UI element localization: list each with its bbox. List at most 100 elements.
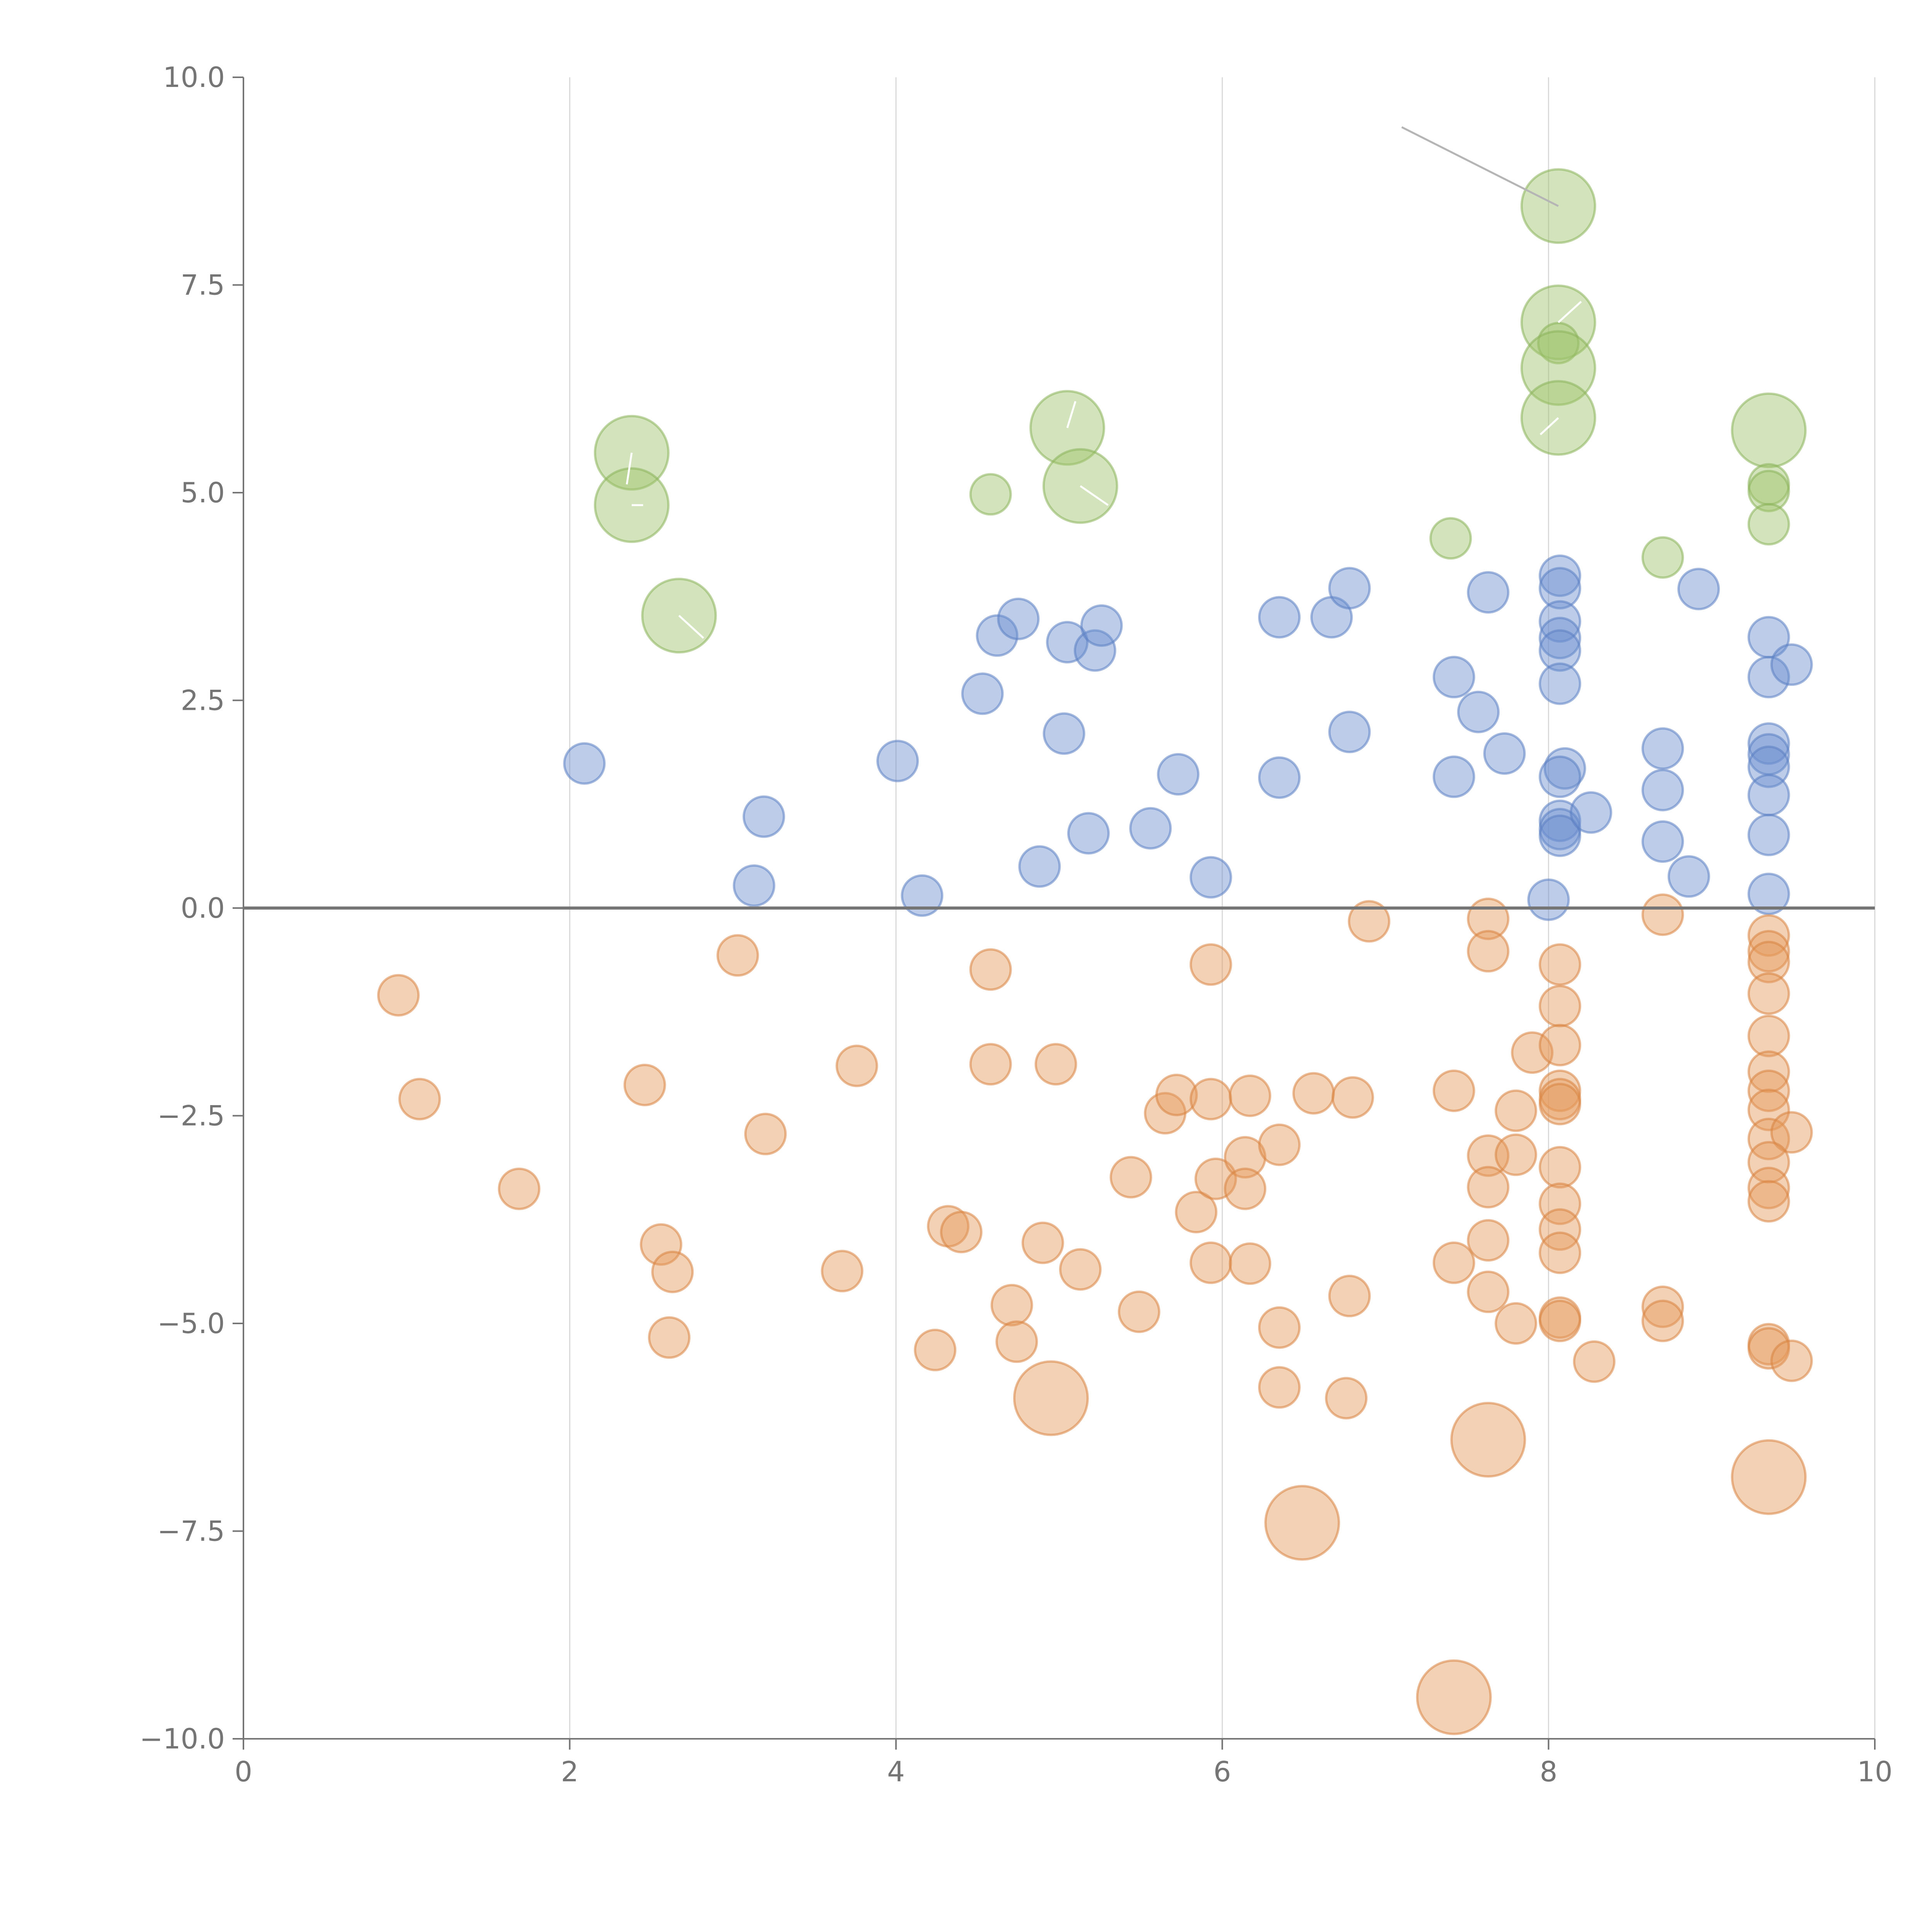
axes-layer xyxy=(233,77,1876,1750)
green-label-leader xyxy=(1080,485,1109,506)
orange-bubble xyxy=(1331,1076,1374,1119)
orange-bubble xyxy=(1747,972,1790,1015)
orange-bubble xyxy=(1539,985,1582,1027)
orange-bubble xyxy=(1539,1299,1582,1342)
blue-bubble xyxy=(1527,878,1570,921)
orange-bubble xyxy=(1747,940,1790,983)
green-bubble xyxy=(1747,469,1790,512)
orange-bubble xyxy=(1258,1306,1301,1349)
orange-bubble xyxy=(1189,1078,1232,1121)
orange-bubble xyxy=(835,1044,878,1087)
orange-bubble xyxy=(1467,930,1510,973)
orange-bubble xyxy=(1731,1439,1807,1515)
orange-bubble xyxy=(1467,1270,1510,1313)
orange-bubble xyxy=(1539,1083,1582,1126)
x-tick-label: 4 xyxy=(887,1755,905,1788)
y-tick-label: 0.0 xyxy=(180,892,225,924)
green-bubble xyxy=(1747,503,1790,546)
green-label-leader xyxy=(1066,401,1077,429)
blue-bubble xyxy=(1747,722,1790,765)
blue-bubble xyxy=(1467,571,1510,614)
green-label-leader xyxy=(1558,301,1582,323)
orange-bubble xyxy=(1539,1182,1582,1225)
orange-bubble xyxy=(1511,1031,1554,1074)
blue-bubble xyxy=(1157,753,1200,796)
orange-bubble xyxy=(744,1112,787,1155)
x-tick-label: 2 xyxy=(561,1755,578,1788)
orange-bubble xyxy=(1109,1156,1152,1199)
green-label-leader xyxy=(626,452,633,485)
blue-bubble xyxy=(1043,712,1085,755)
blue-bubble xyxy=(1073,629,1116,672)
orange-bubble xyxy=(1747,1088,1790,1131)
orange-bubble xyxy=(1641,1299,1684,1342)
orange-bubble xyxy=(1258,1366,1301,1409)
orange-bubble xyxy=(1348,900,1391,943)
orange-bubble xyxy=(990,1284,1033,1327)
orange-bubble xyxy=(1228,1074,1271,1117)
orange-bubble xyxy=(1539,943,1582,986)
orange-bubble xyxy=(639,1223,682,1266)
blue-bubble xyxy=(1457,690,1500,733)
blue-bubble xyxy=(1539,600,1582,643)
tick-label-layer: 10.0 7.5 5.0 2.5 0.0 −2.5 −5.0 −7.5 −10.0 0 2 4 6 8 10 xyxy=(139,61,1892,1788)
orange-bubble xyxy=(1189,943,1232,986)
blue-bubble xyxy=(1539,629,1582,672)
green-bubble xyxy=(969,473,1012,516)
orange-bubble xyxy=(1258,1123,1301,1166)
orange-bubble xyxy=(1155,1073,1198,1116)
green-bubble xyxy=(1429,517,1472,560)
blue-bubble xyxy=(1258,756,1301,799)
y-tick-label: 5.0 xyxy=(180,476,225,509)
blue-bubble xyxy=(1677,568,1720,611)
blue-bubble xyxy=(1328,711,1371,753)
orange-bubble xyxy=(1224,1136,1267,1179)
orange-bubble xyxy=(1495,1302,1537,1345)
blue-bubble xyxy=(1539,755,1582,798)
orange-bubble xyxy=(1495,1133,1537,1176)
orange-bubble xyxy=(377,974,420,1017)
blue-bubble xyxy=(1641,769,1684,811)
blue-bubble xyxy=(1539,554,1582,597)
green-label-leader xyxy=(1401,126,1559,207)
x-tick-label: 0 xyxy=(235,1755,252,1788)
blue-bubble xyxy=(1747,872,1790,915)
orange-bubble xyxy=(1175,1190,1218,1233)
blue-bubble xyxy=(1046,621,1089,663)
blue-bubble xyxy=(1080,604,1123,647)
orange-bubble xyxy=(1539,1231,1582,1274)
orange-bubble xyxy=(1641,1286,1684,1328)
orange-bubble xyxy=(1747,1327,1790,1370)
blue-bubble xyxy=(1067,812,1110,855)
blue-bubble xyxy=(976,614,1019,657)
orange-bubble xyxy=(1770,1339,1813,1382)
orange-bubble xyxy=(1747,930,1790,973)
orange-bubble xyxy=(716,934,759,977)
y-tick-label: −10.0 xyxy=(139,1723,225,1755)
y-tick-label: 7.5 xyxy=(180,269,225,301)
blue-bubble xyxy=(1641,727,1684,770)
blue-bubble xyxy=(1667,855,1710,898)
blue-bubble xyxy=(1747,813,1790,856)
orange-bubble xyxy=(1747,1180,1790,1223)
y-tick-label: −7.5 xyxy=(157,1515,225,1548)
orange-bubble xyxy=(648,1316,690,1359)
y-tick-label: −2.5 xyxy=(157,1100,225,1132)
blue-bubble xyxy=(1328,567,1371,610)
orange-bubble xyxy=(1189,1242,1232,1284)
orange-bubble xyxy=(1539,1024,1582,1066)
blue-bubble xyxy=(1747,656,1790,699)
y-tick-label: −5.0 xyxy=(157,1307,225,1340)
orange-bubble xyxy=(1325,1377,1368,1420)
orange-bubble xyxy=(1264,1485,1340,1561)
orange-bubble xyxy=(623,1063,666,1106)
green-bubble xyxy=(1731,392,1807,468)
blue-bubble xyxy=(1747,774,1790,816)
blue-bubble xyxy=(1770,643,1813,686)
bubble-layer xyxy=(377,168,1813,1735)
blue-bubble xyxy=(1539,814,1582,857)
orange-bubble xyxy=(1573,1340,1616,1383)
orange-bubble xyxy=(398,1078,441,1121)
